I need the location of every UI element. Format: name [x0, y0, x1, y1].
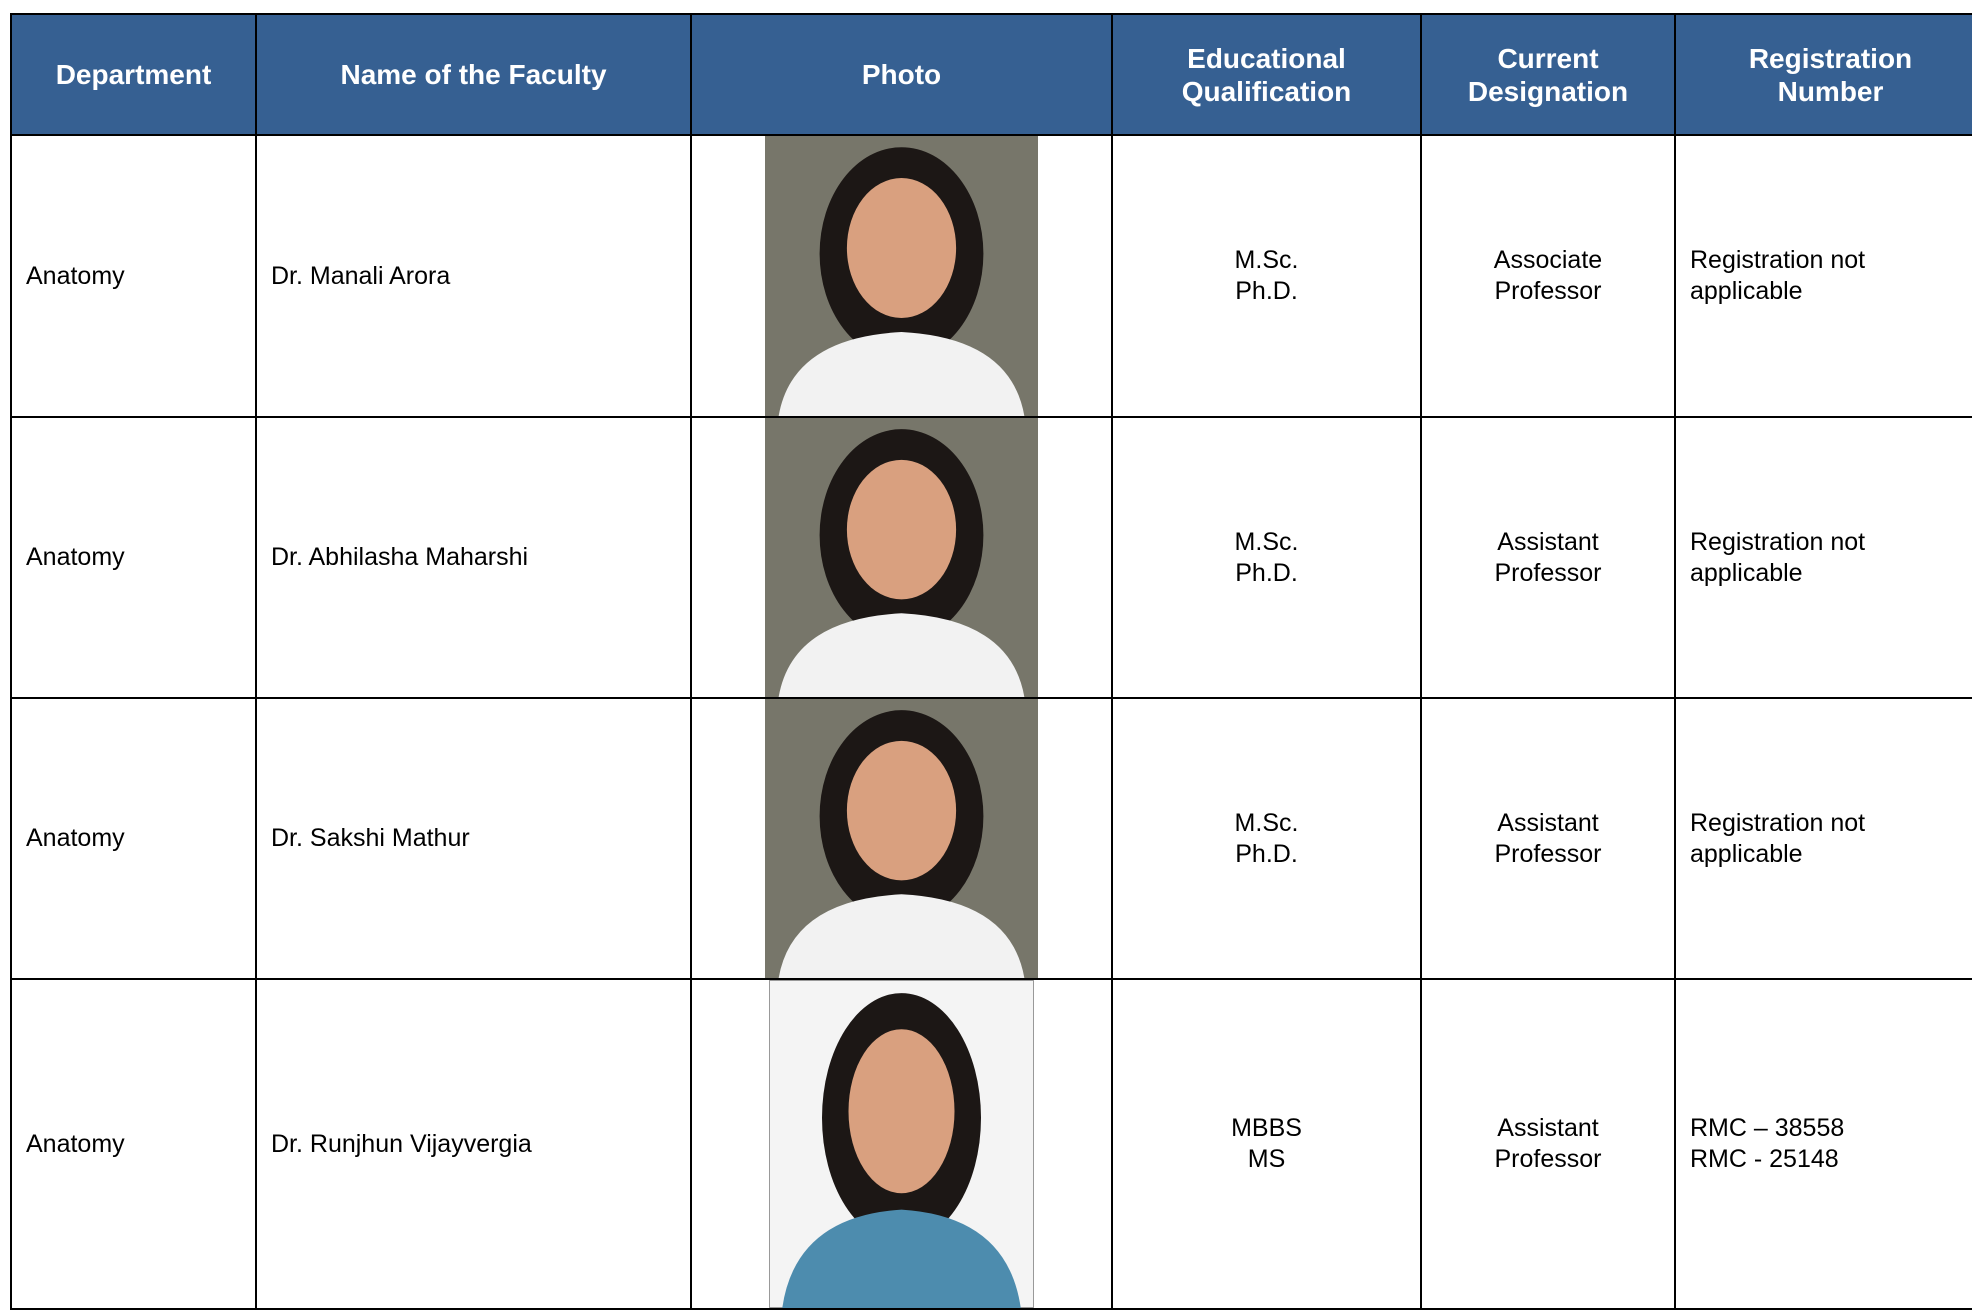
designation-cell: Associate Professor [1420, 134, 1676, 418]
text-line: applicable [1690, 277, 1803, 305]
column-header: Current Designation [1420, 13, 1676, 136]
text-line: Registration not [1690, 527, 1866, 556]
text-line: Qualification [1181, 75, 1352, 107]
text-line: Ph.D. [1235, 558, 1298, 587]
text-line: Assistant [1497, 1114, 1599, 1142]
photo-cell [690, 978, 1113, 1310]
photo [765, 136, 1038, 416]
column-header: Department [10, 13, 257, 136]
name-cell: Dr. Manali Arora [255, 134, 692, 418]
text-line: Department [55, 59, 212, 90]
department-cell: Anatomy [10, 134, 257, 418]
text-line: Professor [1494, 277, 1602, 305]
photo [765, 418, 1038, 697]
text-line: Number [1777, 75, 1884, 107]
registration-cell: Registration not applicable [1674, 134, 1972, 418]
text-line: Assistant [1497, 808, 1599, 837]
text-line: MBBS [1231, 1114, 1302, 1142]
designation-cell: Assistant Professor [1420, 416, 1676, 699]
text-line: Name of the Faculty [340, 59, 607, 90]
qualification-cell: M.Sc. Ph.D. [1111, 697, 1422, 980]
text-line: Current [1497, 42, 1599, 74]
table-body: Anatomy Dr. Manali Arora M.Sc. Ph.D. Associ… [10, 134, 1972, 1310]
text-line: Designation [1467, 75, 1629, 107]
column-header: Registration Number [1674, 13, 1972, 136]
photo [765, 699, 1038, 978]
name-cell: Dr. Runjhun Vijayvergia [255, 978, 692, 1310]
registration-cell: RMC – 38558 RMC - 25148 [1674, 978, 1972, 1310]
qualification-cell: M.Sc. Ph.D. [1111, 416, 1422, 699]
text-line: M.Sc. [1234, 246, 1299, 274]
registration-cell: Registration not applicable [1674, 416, 1972, 699]
text-line: M.Sc. [1234, 527, 1299, 556]
text-line: Ph.D. [1235, 839, 1298, 868]
text-line: MS [1247, 1145, 1286, 1173]
text-line: Photo [861, 59, 942, 90]
department-cell: Anatomy [10, 697, 257, 980]
designation-cell: Assistant Professor [1420, 697, 1676, 980]
faculty-table: Department Name of the Faculty Photo Educat… [10, 13, 1972, 1310]
text-line: Professor [1494, 1145, 1602, 1173]
text-line: RMC - 25148 [1690, 1145, 1839, 1173]
text-line: Assistant [1497, 527, 1599, 556]
text-line: Associate [1493, 246, 1603, 274]
text-line: Registration [1748, 42, 1913, 74]
text-line: M.Sc. [1234, 808, 1299, 837]
photo-cell [690, 416, 1113, 699]
name-cell: Dr. Sakshi Mathur [255, 697, 692, 980]
text-line: Ph.D. [1235, 277, 1298, 305]
table-row: Anatomy Dr. Runjhun Vijayvergia MBBS MS Ass… [10, 978, 1972, 1310]
photo-cell [690, 697, 1113, 980]
column-header: Photo [690, 13, 1113, 136]
text-line: RMC – 38558 [1690, 1114, 1845, 1142]
department-cell: Anatomy [10, 978, 257, 1310]
department-cell: Anatomy [10, 416, 257, 699]
photo [769, 980, 1034, 1308]
column-header: Name of the Faculty [255, 13, 692, 136]
text-line: Registration not [1690, 246, 1866, 274]
table-row: Anatomy Dr. Abhilasha Maharshi M.Sc. Ph.D.… [10, 416, 1972, 699]
name-cell: Dr. Abhilasha Maharshi [255, 416, 692, 699]
designation-cell: Assistant Professor [1420, 978, 1676, 1310]
table-row: Anatomy Dr. Manali Arora M.Sc. Ph.D. Associ… [10, 134, 1972, 418]
table-row: Anatomy Dr. Sakshi Mathur M.Sc. Ph.D. Assis… [10, 697, 1972, 980]
text-line: Educational [1187, 42, 1346, 74]
qualification-cell: MBBS MS [1111, 978, 1422, 1310]
text-line: Professor [1494, 839, 1602, 868]
text-line: Professor [1494, 558, 1602, 587]
text-line: applicable [1690, 558, 1803, 587]
text-line: applicable [1690, 839, 1803, 868]
column-header: Educational Qualification [1111, 13, 1422, 136]
photo-cell [690, 134, 1113, 418]
qualification-cell: M.Sc. Ph.D. [1111, 134, 1422, 418]
header-row: Department Name of the Faculty Photo Educat… [10, 13, 1972, 136]
text-line: Registration not [1690, 808, 1866, 837]
registration-cell: Registration not applicable [1674, 697, 1972, 980]
